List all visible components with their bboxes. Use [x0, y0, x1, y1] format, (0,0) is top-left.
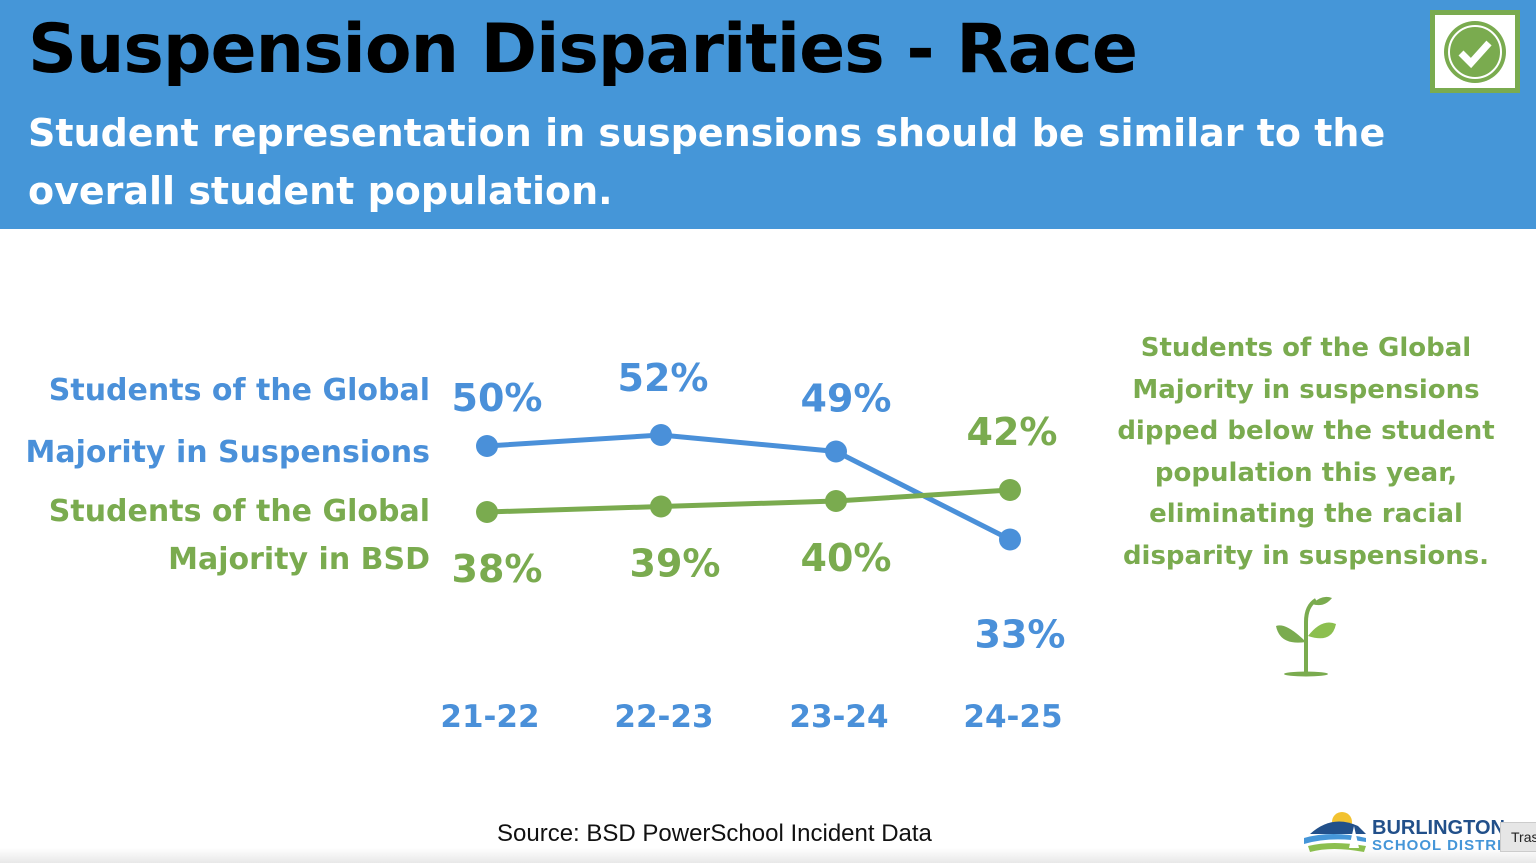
insight-note: Students of the Global Majority in suspe…	[1117, 333, 1495, 571]
data-point	[650, 495, 672, 518]
data-point	[825, 440, 847, 463]
x-tick-label: 22-23	[614, 699, 713, 735]
logo-text: BURLINGTON	[1372, 817, 1505, 839]
data-label: 39%	[630, 542, 721, 586]
legend-suspensions: Students of the Global Majority in Suspe…	[26, 360, 430, 484]
data-point	[650, 424, 672, 446]
data-label: 40%	[801, 536, 892, 580]
sprout-icon	[1272, 592, 1340, 682]
source-note: Source: BSD PowerSchool Incident Data	[497, 820, 932, 847]
data-point	[476, 435, 498, 457]
data-point	[999, 528, 1021, 551]
data-point	[999, 479, 1021, 501]
data-point	[825, 490, 847, 512]
page-subtitle: Student representation in suspensions sh…	[28, 111, 1386, 213]
tooltip: Tras	[1500, 822, 1536, 852]
legend-bsd: Students of the Global Majority in BSD	[49, 488, 430, 584]
data-label: 50%	[452, 376, 543, 420]
data-label: 49%	[801, 377, 892, 421]
legend-text: Students of the Global	[48, 494, 430, 529]
logo-subtext: SCHOOL DISTRICT	[1372, 837, 1525, 854]
data-label: 42%	[967, 410, 1058, 454]
data-label: 38%	[452, 547, 543, 591]
legend-text: Majority in Suspensions	[25, 435, 430, 470]
header-banner: Suspension Disparities - Race Student re…	[0, 0, 1536, 229]
district-logo-icon	[1302, 808, 1370, 858]
data-label: 33%	[975, 613, 1066, 657]
legend-text: Students of the Global	[48, 373, 430, 408]
series-line-1	[486, 487, 1011, 515]
check-circle-icon	[1430, 10, 1520, 93]
series-line-0	[486, 432, 1012, 542]
x-tick-label: 21-22	[440, 699, 539, 735]
x-tick-label: 23-24	[789, 699, 888, 735]
data-point	[476, 501, 498, 523]
legend-text: Majority in BSD	[168, 542, 430, 577]
page-title: Suspension Disparities - Race	[28, 10, 1138, 89]
x-tick-label: 24-25	[963, 699, 1062, 735]
footer-bar	[0, 848, 1536, 863]
data-label: 52%	[618, 356, 709, 400]
